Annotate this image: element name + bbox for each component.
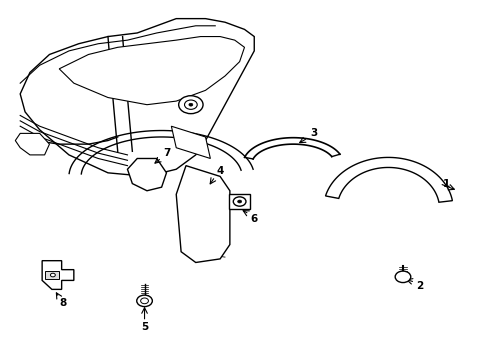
Circle shape xyxy=(50,273,55,277)
Text: 3: 3 xyxy=(309,129,317,138)
Circle shape xyxy=(178,96,203,114)
Polygon shape xyxy=(42,261,74,289)
Circle shape xyxy=(394,271,410,283)
Circle shape xyxy=(233,197,245,206)
Text: 4: 4 xyxy=(216,166,224,176)
Circle shape xyxy=(237,200,241,203)
Bar xyxy=(44,271,59,279)
Text: 6: 6 xyxy=(250,214,257,224)
Text: 8: 8 xyxy=(60,298,66,308)
Bar xyxy=(228,194,250,210)
Text: 2: 2 xyxy=(416,281,423,291)
Polygon shape xyxy=(59,37,244,105)
Text: 1: 1 xyxy=(442,179,449,189)
Circle shape xyxy=(137,295,152,307)
Polygon shape xyxy=(325,157,451,202)
Text: 5: 5 xyxy=(141,322,148,332)
Polygon shape xyxy=(127,158,166,191)
Polygon shape xyxy=(176,166,229,262)
Text: 7: 7 xyxy=(163,148,170,158)
Circle shape xyxy=(184,100,197,109)
Circle shape xyxy=(141,298,148,304)
Polygon shape xyxy=(171,126,210,158)
Circle shape xyxy=(188,103,192,106)
Polygon shape xyxy=(20,19,254,176)
Polygon shape xyxy=(15,134,49,155)
